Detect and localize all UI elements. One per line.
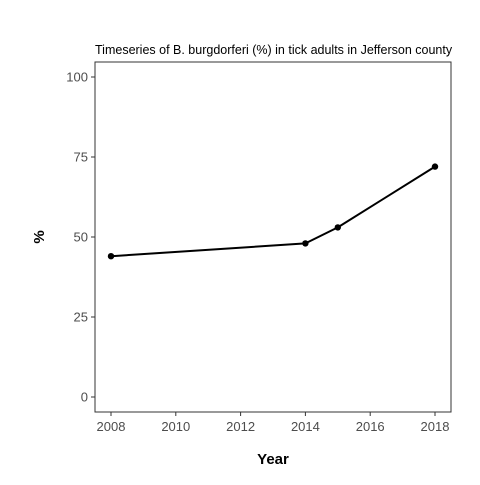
x-tick-label: 2012 [226,419,255,434]
x-tick-label: 2008 [97,419,126,434]
y-tick-label: 50 [74,230,88,245]
data-point [302,240,309,247]
data-point [107,253,115,260]
x-axis-title: Year [257,451,289,468]
series-line [110,165,436,258]
data-point [334,224,341,231]
data-point [431,163,439,170]
series-group [107,163,439,260]
y-axis: 0 25 50 75 100 [66,70,95,405]
x-tick-label: 2014 [291,419,320,434]
y-tick-label: 75 [74,150,88,165]
x-tick-label: 2018 [421,419,450,434]
y-tick-label: 0 [81,390,88,405]
y-tick-label: 100 [66,70,88,85]
y-axis-title: % [31,230,48,243]
x-axis: 2008 2010 2012 2014 2016 2018 [97,412,450,434]
y-tick-label: 25 [74,310,88,325]
x-tick-label: 2010 [161,419,190,434]
chart-title: Timeseries of B. burgdorferi (%) in tick… [95,43,453,57]
x-tick-label: 2016 [356,419,385,434]
